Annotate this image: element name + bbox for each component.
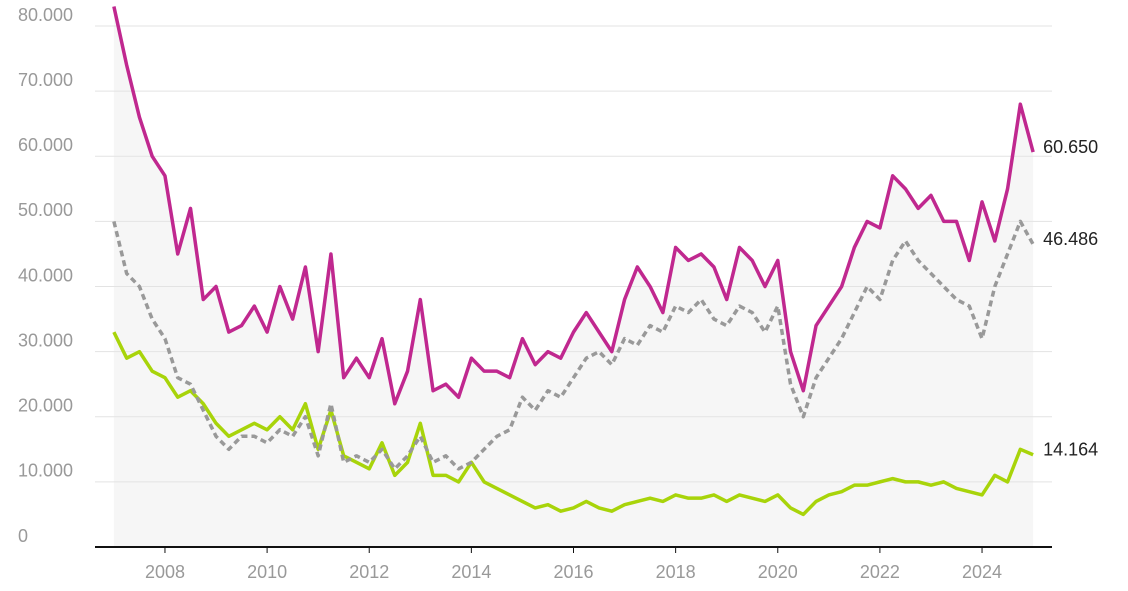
y-tick-label: 0 xyxy=(18,526,28,546)
x-tick-label: 2008 xyxy=(145,562,185,582)
area xyxy=(113,6,1034,548)
series-line xyxy=(112,6,1035,406)
y-tick-label: 80.000 xyxy=(18,5,73,25)
x-tick-label: 2022 xyxy=(860,562,900,582)
x-tick-label: 2024 xyxy=(962,562,1002,582)
series-line xyxy=(112,219,1035,471)
x-tick-label: 2016 xyxy=(553,562,593,582)
y-tick-label: 40.000 xyxy=(18,265,73,285)
y-tick-label: 50.000 xyxy=(18,200,73,220)
x-tick-label: 2014 xyxy=(451,562,491,582)
end-label: 14.164 xyxy=(1043,440,1098,460)
end-label: 60.650 xyxy=(1043,137,1098,157)
y-tick-label: 60.000 xyxy=(18,135,73,155)
series-line xyxy=(112,331,1034,517)
x-tick-label: 2020 xyxy=(758,562,798,582)
x-tick-label: 2018 xyxy=(656,562,696,582)
y-tick-label: 70.000 xyxy=(18,70,73,90)
x-tick-label: 2010 xyxy=(247,562,287,582)
y-tick-label: 20.000 xyxy=(18,396,73,416)
y-tick-label: 10.000 xyxy=(18,461,73,481)
end-label: 46.486 xyxy=(1043,229,1098,249)
x-tick-label: 2012 xyxy=(349,562,389,582)
y-tick-label: 30.000 xyxy=(18,330,73,350)
